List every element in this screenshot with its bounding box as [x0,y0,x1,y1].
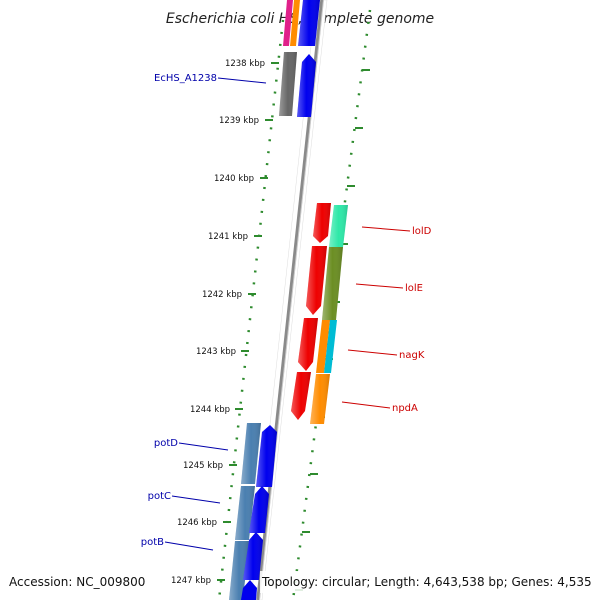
gene-blue-pot-2[interactable] [249,486,269,533]
gene-top-magenta[interactable] [283,0,293,46]
gene-potD[interactable] [241,423,261,484]
gene-blue-near-a1238[interactable] [297,54,316,117]
gene-npdA[interactable] [310,374,330,424]
tick-label: 1238 kbp [225,59,265,69]
tick-1245: 1245 kbp [183,461,237,471]
gene-label: potC [148,491,171,502]
label-potB[interactable]: potB [141,537,214,551]
topology-text: Topology: circular; Length: 4,643,538 bp… [261,575,592,589]
tick-label: 1244 kbp [190,405,230,415]
tick-1247: 1247 kbp [171,576,225,586]
gene-top-orange[interactable] [290,0,300,46]
label-potC[interactable]: potC [148,491,221,504]
left-dotted-track [217,19,285,600]
tick-label: 1239 kbp [219,116,259,126]
footer-topology-bg [260,571,594,593]
tick-1240: 1240 kbp [214,174,268,184]
gene-red-3[interactable] [298,318,318,371]
gene-blue-pot-4[interactable] [241,580,257,600]
label-npdA[interactable]: npdA [341,401,418,414]
gene-blue-pot-3[interactable] [243,532,263,580]
tick-label: 1240 kbp [214,174,254,184]
tick-1239: 1239 kbp [219,116,273,126]
gene-red-4[interactable] [291,372,311,420]
tick-1238: 1238 kbp [225,59,279,69]
tick-label: 1242 kbp [202,290,242,300]
gene-label: potB [141,537,164,548]
tick-1246: 1246 kbp [177,518,231,528]
map-title: Escherichia coli HS, complete genome [166,11,434,27]
gene-label: nagK [399,350,425,361]
tick-1242: 1242 kbp [202,290,256,300]
label-lolD[interactable]: lolD [361,226,432,237]
tick-label: 1247 kbp [171,576,211,586]
gene-label: lolD [412,226,432,237]
gene-label: lolE [405,283,423,294]
gene-echs-a1238[interactable] [279,52,297,116]
gene-nagK[interactable] [324,320,337,373]
footer-accession-bg [6,571,152,593]
gene-label: npdA [392,403,418,414]
label-nagK[interactable]: nagK [347,349,425,361]
gene-blue-pot-1[interactable] [256,425,277,487]
accession-text: Accession: NC_009800 [9,575,145,589]
tick-label: 1245 kbp [183,461,223,471]
tick-label: 1243 kbp [196,347,236,357]
tick-1241: 1241 kbp [208,232,262,242]
gene-loID[interactable] [329,205,348,247]
gene-red-1[interactable] [313,203,331,243]
tick-label: 1246 kbp [177,518,217,528]
gene-red-2[interactable] [306,246,327,315]
label-potD[interactable]: potD [154,438,229,451]
scale-ticks: 1238 kbp 1239 kbp 1240 kbp 1241 kbp 1242… [171,59,279,586]
gene-label: EcHS_A1238 [154,73,217,84]
gene-nagK-orange[interactable] [316,320,330,373]
gene-potB[interactable] [229,541,249,600]
tick-label: 1241 kbp [208,232,248,242]
tick-1243: 1243 kbp [196,347,249,357]
gene-label: potD [154,438,178,449]
gene-top-blue[interactable] [298,0,320,46]
label-echs-a1238[interactable]: EcHS_A1238 [154,73,267,84]
tick-1244: 1244 kbp [190,405,243,415]
label-lolE[interactable]: lolE [355,283,423,294]
gene-lolE[interactable] [322,247,343,320]
